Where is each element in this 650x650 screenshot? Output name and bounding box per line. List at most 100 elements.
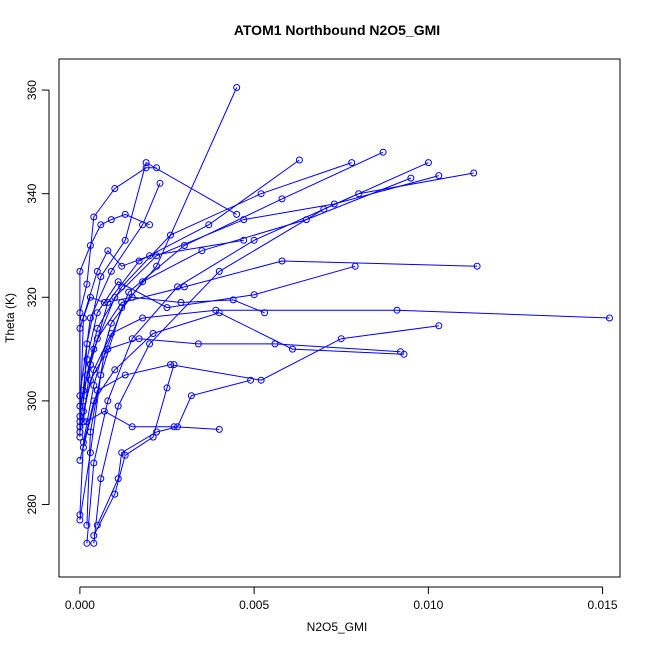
data-point — [174, 423, 181, 431]
data-point — [187, 392, 195, 400]
data-point — [93, 387, 101, 394]
data-point — [348, 159, 356, 167]
data-point — [79, 314, 87, 322]
series-line — [82, 159, 300, 422]
data-point — [76, 516, 84, 524]
data-point — [139, 314, 147, 322]
data-point — [86, 314, 94, 322]
data-point — [121, 236, 129, 244]
data-point — [146, 340, 154, 348]
data-point — [90, 532, 98, 540]
data-point — [379, 148, 387, 156]
data-point — [149, 330, 157, 337]
data-point — [167, 231, 174, 239]
y-axis-label: Theta (K) — [3, 293, 17, 343]
series-16 — [79, 322, 443, 451]
chart-title: ATOM1 Northbound N2O5_GMI — [234, 22, 440, 38]
series-line — [82, 161, 237, 401]
series-line — [79, 175, 439, 407]
y-axis: 280 300 320 340 360 — [25, 80, 50, 514]
series-line — [86, 172, 474, 544]
x-tick-label: 0.015 — [588, 598, 618, 612]
data-point — [104, 247, 112, 255]
data-point — [393, 306, 401, 314]
series-23 — [76, 293, 269, 436]
series-line — [79, 213, 150, 422]
data-point — [435, 322, 443, 330]
data-point — [139, 278, 147, 286]
data-point — [257, 190, 265, 198]
series-13 — [79, 257, 481, 394]
data-point — [257, 376, 265, 384]
series-line — [79, 162, 352, 427]
series-line — [79, 312, 405, 461]
series-22 — [76, 236, 248, 441]
series-line — [82, 260, 478, 391]
data-point — [470, 169, 478, 177]
x-axis: 0.000 0.005 0.010 0.015 — [65, 586, 618, 612]
data-point — [229, 296, 237, 304]
y-tick-label: 300 — [25, 391, 39, 411]
data-point — [100, 407, 108, 415]
data-point — [104, 397, 112, 405]
data-point — [83, 355, 91, 363]
series-line — [79, 296, 265, 433]
data-point — [330, 200, 338, 208]
data-point — [93, 521, 101, 529]
data-point — [128, 293, 136, 301]
data-point — [90, 213, 98, 221]
data-point — [215, 267, 223, 275]
data-point — [250, 291, 258, 299]
data-point — [261, 309, 269, 317]
data-point — [355, 190, 363, 198]
y-tick-label: 320 — [25, 287, 39, 307]
data-point — [170, 361, 178, 369]
data-point — [424, 159, 432, 167]
data-point — [128, 423, 136, 431]
data-point — [180, 283, 188, 291]
y-tick-label: 360 — [25, 80, 39, 100]
x-tick-label: 0.010 — [413, 598, 443, 612]
data-point — [111, 490, 119, 498]
data-point — [83, 418, 91, 426]
series-line — [79, 183, 161, 396]
data-point — [240, 216, 248, 224]
series-line — [79, 87, 238, 521]
data-point — [153, 164, 161, 172]
series-line — [79, 338, 401, 433]
data-point — [76, 511, 84, 519]
data-point — [114, 475, 122, 483]
series-19 — [93, 376, 255, 529]
data-point — [163, 384, 171, 392]
data-point — [247, 376, 255, 384]
data-point — [86, 376, 94, 384]
data-point — [177, 299, 185, 306]
data-point — [79, 444, 87, 451]
data-point — [90, 366, 98, 374]
series-line — [86, 151, 384, 526]
plot-area — [76, 84, 613, 547]
data-point — [76, 456, 84, 464]
data-point — [125, 288, 133, 296]
data-point — [90, 381, 98, 389]
x-tick-label: 0.005 — [239, 598, 269, 612]
series-line — [79, 239, 244, 438]
data-point — [233, 210, 241, 218]
data-point — [163, 304, 171, 312]
data-point — [100, 299, 108, 306]
x-tick-label: 0.000 — [65, 598, 95, 612]
y-tick-label: 280 — [25, 494, 39, 514]
data-point — [93, 309, 101, 317]
series-15 — [76, 309, 408, 464]
data-point — [146, 221, 154, 229]
data-point — [473, 262, 481, 270]
data-point — [606, 314, 613, 322]
data-point — [233, 84, 241, 91]
x-axis-label: N2O5_GMI — [307, 620, 368, 634]
data-point — [278, 257, 286, 265]
data-point — [118, 449, 126, 457]
data-point — [121, 210, 129, 218]
data-point — [90, 539, 98, 547]
data-point — [400, 350, 408, 358]
data-point — [76, 433, 84, 441]
